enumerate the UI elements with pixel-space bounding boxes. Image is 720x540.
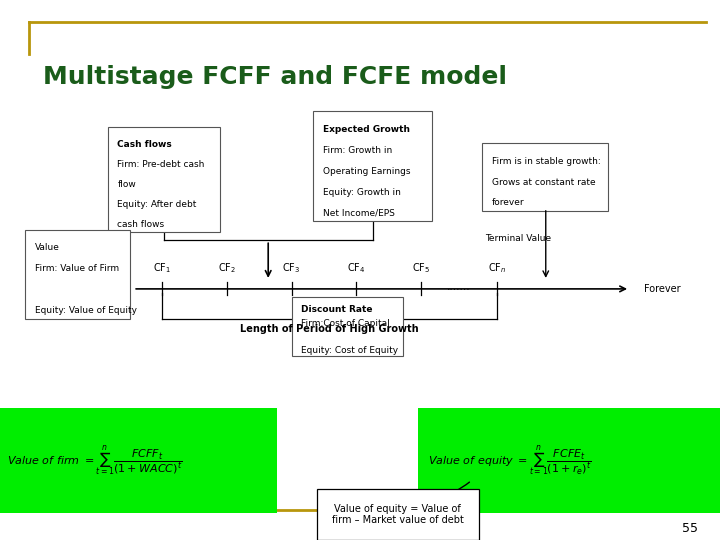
Text: Firm is in stable growth:: Firm is in stable growth: [492, 157, 600, 166]
Text: Equity: After debt: Equity: After debt [117, 200, 197, 209]
Text: flow: flow [117, 180, 136, 189]
FancyBboxPatch shape [418, 408, 720, 513]
Text: Terminal Value: Terminal Value [485, 234, 552, 243]
Text: Value: Value [35, 244, 60, 252]
Text: Expected Growth: Expected Growth [323, 125, 410, 134]
Text: Multistage FCFF and FCFE model: Multistage FCFF and FCFE model [43, 65, 507, 89]
Text: Equity: Value of Equity: Equity: Value of Equity [35, 306, 137, 315]
Text: $\mathrm{CF}_1$: $\mathrm{CF}_1$ [153, 261, 171, 275]
FancyBboxPatch shape [313, 111, 432, 221]
Text: Firm: Pre-debt cash: Firm: Pre-debt cash [117, 160, 204, 169]
Text: $\mathrm{CF}_5$: $\mathrm{CF}_5$ [412, 261, 431, 275]
Text: Cash flows: Cash flows [117, 140, 172, 149]
Text: Firm: Growth in: Firm: Growth in [323, 146, 392, 155]
Text: cash flows: cash flows [117, 220, 164, 229]
Text: Length of Period of High Growth: Length of Period of High Growth [240, 324, 419, 334]
Text: Equity: Growth in: Equity: Growth in [323, 188, 400, 197]
Text: Value of equity = Value of
firm – Market value of debt: Value of equity = Value of firm – Market… [332, 503, 464, 525]
FancyBboxPatch shape [25, 230, 130, 319]
FancyBboxPatch shape [0, 408, 277, 513]
Text: $\mathrm{CF}_4$: $\mathrm{CF}_4$ [347, 261, 366, 275]
Text: 55: 55 [683, 522, 698, 535]
Text: Equity: Cost of Equity: Equity: Cost of Equity [301, 346, 398, 355]
Text: Operating Earnings: Operating Earnings [323, 167, 410, 176]
Text: forever: forever [492, 198, 524, 207]
Text: Firm: Value of Firm: Firm: Value of Firm [35, 264, 119, 273]
FancyBboxPatch shape [292, 297, 403, 356]
FancyBboxPatch shape [482, 143, 608, 211]
Text: Discount Rate: Discount Rate [301, 305, 372, 314]
Text: $\mathrm{CF}_n$: $\mathrm{CF}_n$ [487, 261, 506, 275]
Text: .......: ....... [447, 282, 470, 292]
Text: $\mathrm{CF}_3$: $\mathrm{CF}_3$ [282, 261, 301, 275]
Text: Forever: Forever [644, 284, 681, 294]
Text: Grows at constant rate: Grows at constant rate [492, 178, 595, 186]
Text: Value of equity $= \sum_{t=1}^{n} \dfrac{FCFE_t}{(1+r_e)^t}$: Value of equity $= \sum_{t=1}^{n} \dfrac… [428, 443, 592, 478]
FancyBboxPatch shape [108, 127, 220, 232]
Text: Firm:Cost of Capital: Firm:Cost of Capital [301, 319, 390, 328]
Text: $\mathrm{CF}_2$: $\mathrm{CF}_2$ [217, 261, 236, 275]
Text: Value of firm $= \sum_{t=1}^{n} \dfrac{FCFF_t}{(1+WACC)^t}$: Value of firm $= \sum_{t=1}^{n} \dfrac{F… [7, 443, 183, 478]
FancyBboxPatch shape [317, 489, 479, 540]
Text: Net Income/EPS: Net Income/EPS [323, 209, 395, 218]
